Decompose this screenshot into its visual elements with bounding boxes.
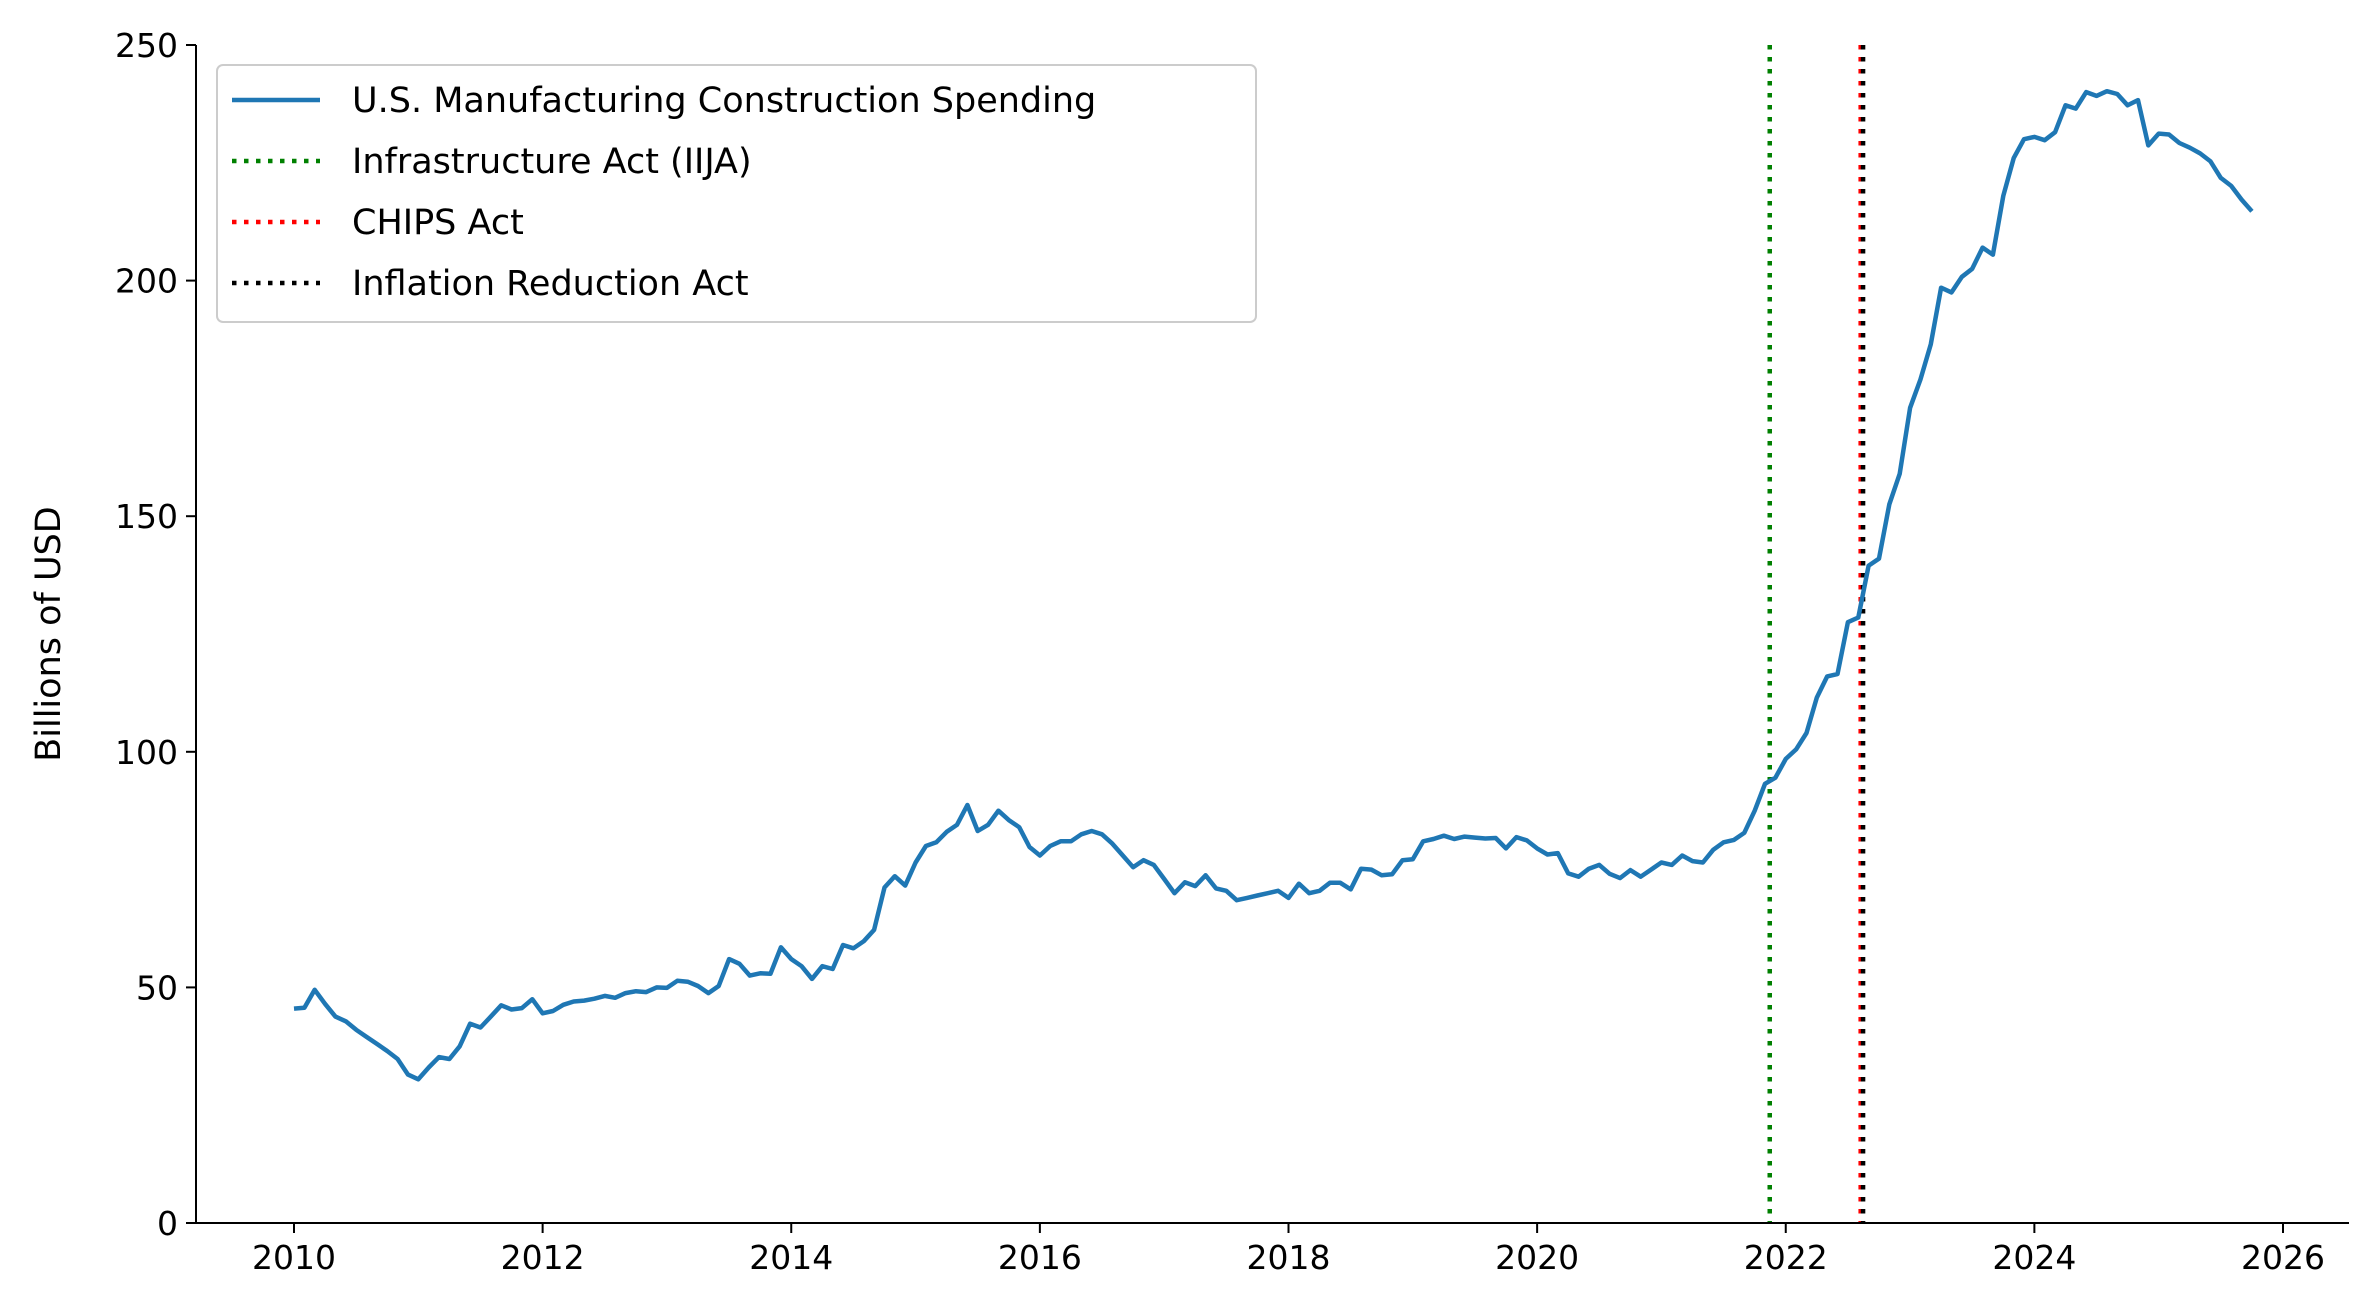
y-tick-label: 150	[115, 497, 178, 536]
legend: U.S. Manufacturing Construction Spending…	[216, 64, 1257, 323]
legend-label-ira: Inflation Reduction Act	[352, 264, 749, 304]
legend-label-chips: CHIPS Act	[352, 203, 524, 243]
x-tick-label: 2014	[749, 1238, 833, 1277]
x-tick-label: 2018	[1247, 1238, 1331, 1277]
x-tick-label: 2024	[1992, 1238, 2076, 1277]
series-line	[293, 88, 2254, 1082]
y-axis-label: Billions of USD	[29, 506, 69, 762]
y-tick-label: 50	[136, 968, 178, 1007]
x-tick-label: 2020	[1495, 1238, 1579, 1277]
y-tick-label: 0	[157, 1204, 178, 1243]
x-tick-label: 2010	[252, 1238, 336, 1277]
x-tick-label: 2016	[998, 1238, 1082, 1277]
axes: 2010 2012 2014 2016 2018 2020 2022 2024 2026 0 50 1…	[115, 26, 2349, 1277]
x-tick-label: 2012	[501, 1238, 585, 1277]
series-group	[293, 88, 2254, 1082]
y-tick-label: 200	[115, 262, 178, 301]
vertical-lines	[1767, 45, 1866, 1223]
x-tick-label: 2026	[2241, 1238, 2325, 1277]
legend-label-series: U.S. Manufacturing Construction Spending	[352, 81, 1096, 121]
x-tick-label: 2022	[1744, 1238, 1828, 1277]
y-tick-label: 250	[115, 26, 178, 65]
y-tick-label: 100	[115, 733, 178, 772]
legend-label-iija: Infrastructure Act (IIJA)	[352, 142, 752, 182]
legend-frame	[216, 64, 1257, 323]
